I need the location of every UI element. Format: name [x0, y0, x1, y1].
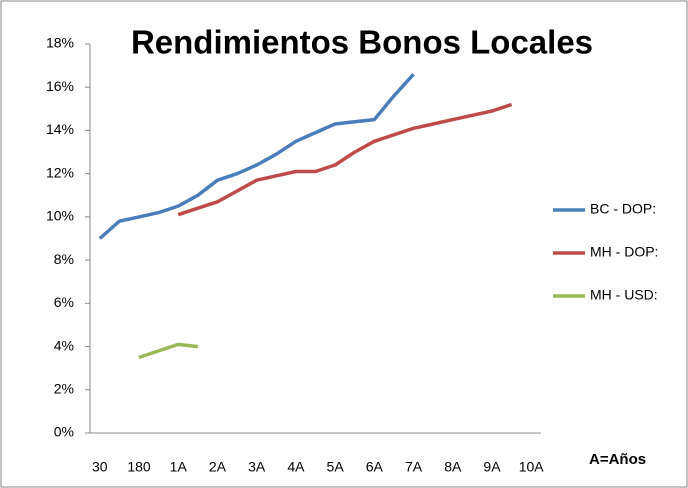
x-tick-label: 4A: [287, 459, 305, 475]
x-tick-label: 180: [127, 459, 151, 475]
x-tick-label: 9A: [483, 459, 501, 475]
x-tick-label: 7A: [405, 459, 423, 475]
x-tick-label: 30: [92, 459, 108, 475]
x-tick-label: 1A: [170, 459, 188, 475]
annotation: A=Años: [589, 451, 646, 468]
series-line: [177, 102, 513, 217]
x-tick-label: 2A: [209, 459, 227, 475]
series-line: [98, 73, 415, 240]
y-tick-label: 2%: [54, 380, 74, 396]
y-tick-label: 8%: [54, 251, 74, 267]
y-tick-label: 18%: [46, 35, 74, 51]
x-tick-label: 5A: [327, 459, 345, 475]
y-tick-label: 0%: [54, 424, 74, 440]
y-tick-label: 4%: [54, 337, 74, 353]
series-line: [138, 342, 198, 360]
x-tick-label: 10A: [519, 459, 545, 475]
y-tick-label: 10%: [46, 208, 74, 224]
x-tick-label: 8A: [444, 459, 462, 475]
legend-label: BC - DOP:: [590, 201, 656, 217]
y-tick-label: 6%: [54, 294, 74, 310]
y-tick-label: 12%: [46, 164, 74, 180]
legend-label: MH - USD:: [590, 287, 658, 303]
legend-label: MH - DOP:: [590, 244, 658, 260]
x-tick-label: 3A: [248, 459, 266, 475]
y-tick-label: 14%: [46, 121, 74, 137]
x-tick-label: 6A: [366, 459, 384, 475]
y-tick-label: 16%: [46, 78, 74, 94]
chart-title: Rendimientos Bonos Locales: [131, 24, 593, 61]
